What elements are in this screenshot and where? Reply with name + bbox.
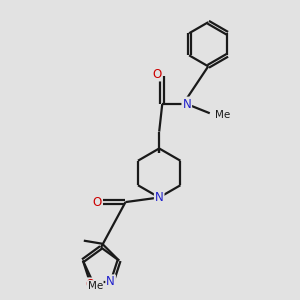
Text: Me: Me (88, 281, 103, 291)
Text: N: N (155, 191, 164, 204)
Text: N: N (182, 98, 191, 110)
Text: O: O (152, 68, 161, 80)
Text: O: O (92, 196, 102, 208)
Text: Me: Me (215, 110, 230, 120)
Text: N: N (106, 275, 115, 288)
Text: O: O (85, 278, 94, 291)
